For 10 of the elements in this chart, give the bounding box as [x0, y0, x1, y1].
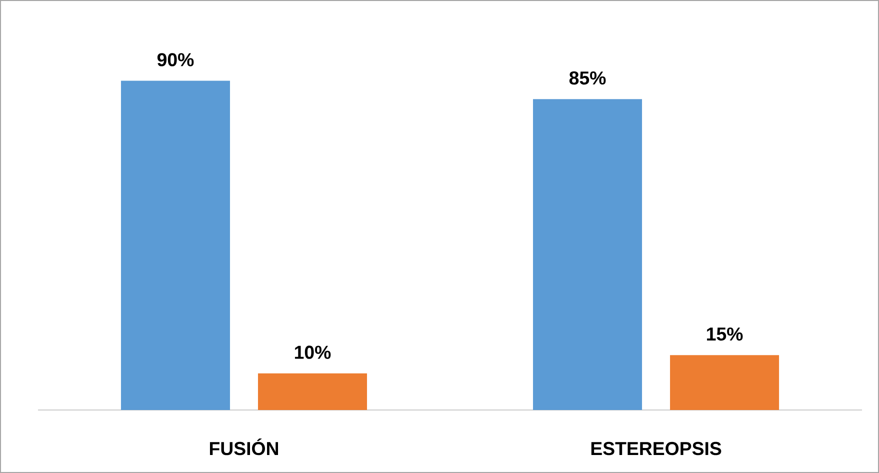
bar: [670, 355, 780, 410]
data-label: 85%: [569, 71, 606, 85]
x-tick-label: ESTEREOPSIS: [591, 442, 722, 456]
x-tick-label: FUSIÓN: [210, 438, 278, 456]
bar: [533, 99, 642, 410]
bar: [258, 373, 367, 410]
data-label: 90%: [157, 53, 194, 66]
bar: [120, 80, 230, 410]
data-label: 10%: [294, 346, 331, 359]
data-label: 15%: [707, 327, 743, 341]
